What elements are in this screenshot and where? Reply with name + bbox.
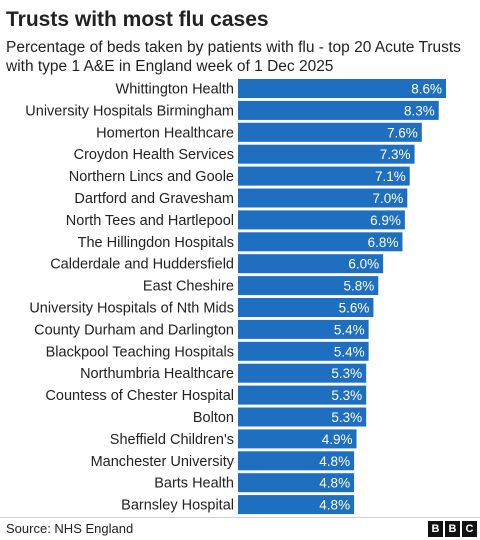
category-label: Blackpool Teaching Hospitals bbox=[46, 344, 234, 360]
chart-subtitle: Percentage of beds taken by patients wit… bbox=[6, 39, 461, 75]
bar bbox=[238, 166, 410, 186]
data-label: 7.3% bbox=[380, 147, 411, 162]
source-note: Source: NHS England bbox=[6, 521, 134, 536]
category-label: Barts Health bbox=[154, 476, 234, 492]
data-label: 4.8% bbox=[319, 454, 350, 469]
data-label: 4.8% bbox=[319, 476, 350, 491]
chart-title: Trusts with most flu cases bbox=[6, 8, 269, 31]
category-label: North Tees and Hartlepool bbox=[66, 213, 234, 229]
category-label: Sheffield Children's bbox=[110, 432, 234, 448]
bar bbox=[238, 319, 369, 339]
category-label: Dartford and Gravesham bbox=[74, 191, 234, 207]
bar bbox=[238, 122, 422, 142]
bar bbox=[238, 385, 367, 405]
data-label: 5.8% bbox=[343, 279, 374, 294]
category-label: Calderdale and Huddersfield bbox=[50, 257, 234, 273]
bbc-logo-letter: C bbox=[462, 521, 477, 537]
category-label: Northumbria Healthcare bbox=[80, 366, 234, 382]
bar bbox=[238, 451, 355, 471]
bar bbox=[238, 254, 384, 274]
bar bbox=[238, 232, 403, 252]
bar bbox=[238, 341, 369, 361]
category-label: The Hillingdon Hospitals bbox=[78, 235, 234, 251]
data-label: 7.1% bbox=[375, 169, 406, 184]
bar bbox=[238, 429, 357, 449]
category-label: Manchester University bbox=[91, 454, 235, 470]
data-label: 5.6% bbox=[339, 301, 370, 316]
data-label: 5.3% bbox=[331, 388, 362, 403]
data-label: 6.0% bbox=[348, 257, 379, 272]
category-label: Northern Lincs and Goole bbox=[69, 169, 234, 185]
bar bbox=[238, 79, 446, 98]
category-label: Countess of Chester Hospital bbox=[45, 388, 234, 404]
data-label: 5.3% bbox=[331, 366, 362, 381]
data-label: 7.6% bbox=[387, 125, 418, 140]
bar bbox=[238, 363, 367, 383]
bar bbox=[238, 144, 415, 164]
category-label: University Hospitals of Nth Mids bbox=[29, 301, 234, 317]
data-label: 7.0% bbox=[373, 191, 404, 206]
bbc-logo: B B C bbox=[428, 521, 477, 537]
data-label: 4.9% bbox=[322, 432, 353, 447]
data-label: 5.3% bbox=[331, 410, 362, 425]
bbc-logo-letter: B bbox=[428, 521, 443, 537]
bar bbox=[238, 473, 355, 493]
data-label: 8.3% bbox=[404, 103, 435, 118]
category-label: East Cheshire bbox=[143, 279, 234, 295]
bar bbox=[238, 276, 379, 296]
data-label: 5.4% bbox=[334, 344, 365, 359]
data-label: 6.9% bbox=[370, 213, 401, 228]
category-label: County Durham and Darlington bbox=[34, 322, 234, 338]
bar bbox=[238, 407, 367, 427]
footer-divider bbox=[0, 517, 480, 518]
category-label: Whittington Health bbox=[116, 82, 234, 98]
bar bbox=[238, 298, 374, 317]
bar bbox=[238, 495, 355, 515]
data-label: 6.8% bbox=[368, 235, 399, 250]
data-label: 8.6% bbox=[411, 82, 442, 97]
category-label: Barnsley Hospital bbox=[121, 498, 234, 514]
category-label: University Hospitals Birmingham bbox=[25, 103, 234, 119]
category-label: Croydon Health Services bbox=[74, 147, 234, 163]
bar bbox=[238, 100, 439, 120]
category-label: Bolton bbox=[193, 410, 234, 426]
data-label: 5.4% bbox=[334, 322, 365, 337]
category-label: Homerton Healthcare bbox=[96, 125, 234, 141]
data-label: 4.8% bbox=[319, 498, 350, 513]
bbc-logo-letter: B bbox=[445, 521, 460, 537]
bar bbox=[238, 188, 408, 208]
bar bbox=[238, 210, 405, 230]
